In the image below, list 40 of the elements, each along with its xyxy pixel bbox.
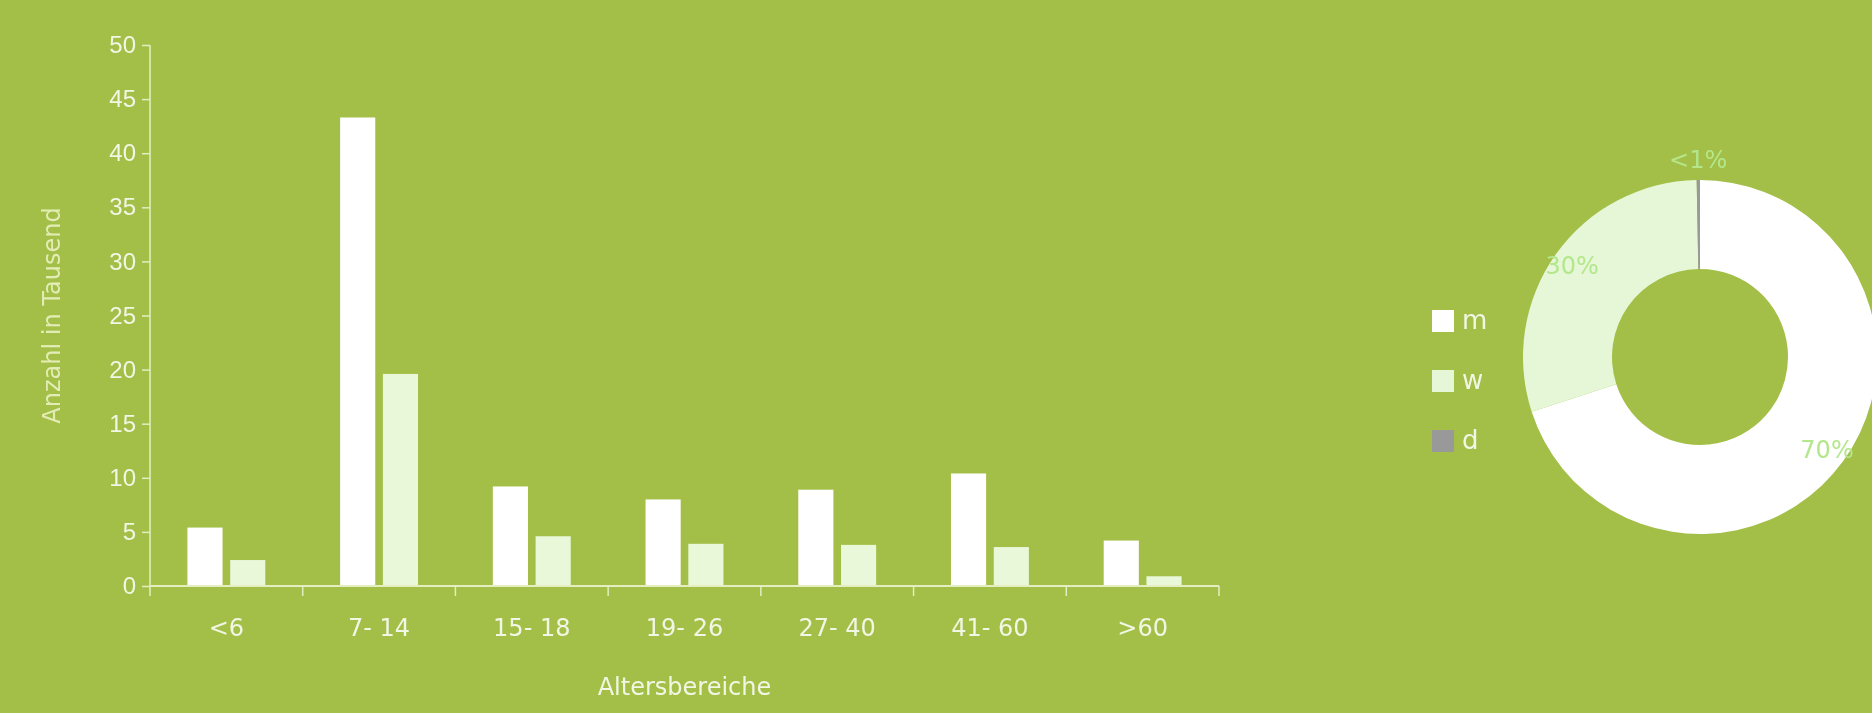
- bar: [382, 373, 419, 586]
- bar: [340, 117, 376, 586]
- x-tick-label: 7- 14: [348, 614, 411, 642]
- y-tick-label: 0: [122, 572, 136, 600]
- bar: [688, 543, 724, 586]
- y-tick-label: 20: [109, 355, 136, 383]
- data-label: 70%: [1800, 435, 1854, 464]
- bar: [492, 486, 528, 586]
- data-label: <1%: [1669, 146, 1728, 175]
- legend-label: m: [1462, 305, 1488, 335]
- data-label: 30%: [1545, 252, 1599, 281]
- y-tick-label: 25: [109, 301, 136, 329]
- bar: [230, 560, 266, 586]
- bar: [993, 547, 1029, 586]
- y-tick-label: 10: [109, 463, 136, 491]
- x-axis-title: Altersbereiche: [597, 673, 772, 701]
- y-tick-label: 40: [109, 139, 136, 167]
- y-tick-label: 15: [109, 409, 136, 437]
- bar: [798, 489, 834, 586]
- x-tick-label: 41- 60: [951, 614, 1029, 642]
- x-tick-label: <6: [208, 614, 245, 642]
- bar: [841, 544, 877, 586]
- y-tick-label: 35: [109, 193, 136, 221]
- bar: [187, 527, 223, 586]
- y-tick-label: 5: [122, 518, 136, 546]
- bar: [1146, 576, 1182, 586]
- bar: [645, 499, 681, 586]
- bar: [1103, 540, 1139, 586]
- y-tick-label: 45: [109, 85, 136, 113]
- y-axis-title: Anzahl in Tausend: [38, 207, 66, 424]
- bar: [950, 473, 987, 586]
- x-tick-label: 19- 26: [645, 614, 724, 642]
- bar: [535, 536, 571, 586]
- legend-label: w: [1462, 365, 1484, 395]
- y-tick-label: 30: [109, 247, 136, 275]
- x-tick-label: 27- 40: [798, 614, 876, 642]
- x-tick-label: 15- 18: [493, 614, 571, 642]
- legend-label: d: [1462, 425, 1479, 455]
- y-tick-label: 50: [109, 31, 136, 59]
- x-tick-label: >60: [1117, 614, 1168, 642]
